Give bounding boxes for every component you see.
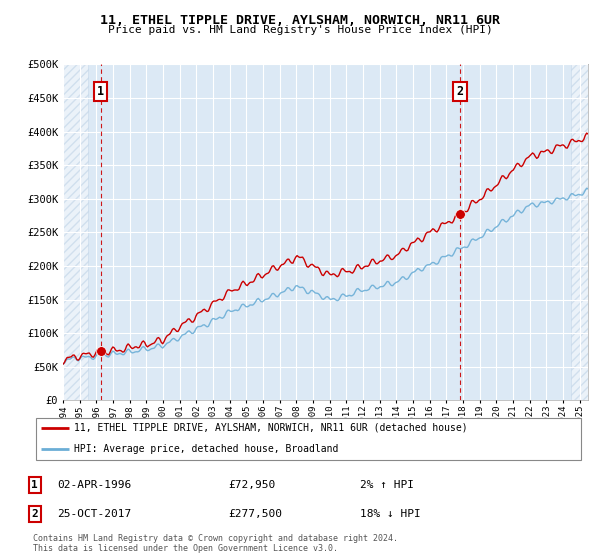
Bar (63, 64, 88, 400)
Bar (571, 64, 588, 400)
Text: 11, ETHEL TIPPLE DRIVE, AYLSHAM, NORWICH, NR11 6UR: 11, ETHEL TIPPLE DRIVE, AYLSHAM, NORWICH… (100, 14, 500, 27)
Text: 02-APR-1996: 02-APR-1996 (57, 480, 131, 490)
Text: 11, ETHEL TIPPLE DRIVE, AYLSHAM, NORWICH, NR11 6UR (detached house): 11, ETHEL TIPPLE DRIVE, AYLSHAM, NORWICH… (74, 423, 468, 432)
Text: 2: 2 (457, 85, 464, 98)
Text: Contains HM Land Registry data © Crown copyright and database right 2024.
This d: Contains HM Land Registry data © Crown c… (33, 534, 398, 553)
FancyBboxPatch shape (36, 418, 581, 460)
Text: 1: 1 (31, 480, 38, 490)
Text: 18% ↓ HPI: 18% ↓ HPI (360, 509, 421, 519)
Text: Price paid vs. HM Land Registry's House Price Index (HPI): Price paid vs. HM Land Registry's House … (107, 25, 493, 35)
Text: £277,500: £277,500 (228, 509, 282, 519)
Text: 25-OCT-2017: 25-OCT-2017 (57, 509, 131, 519)
Text: 2: 2 (31, 509, 38, 519)
Text: HPI: Average price, detached house, Broadland: HPI: Average price, detached house, Broa… (74, 444, 339, 454)
Text: £72,950: £72,950 (228, 480, 275, 490)
Text: 1: 1 (97, 85, 104, 98)
Text: 2% ↑ HPI: 2% ↑ HPI (360, 480, 414, 490)
